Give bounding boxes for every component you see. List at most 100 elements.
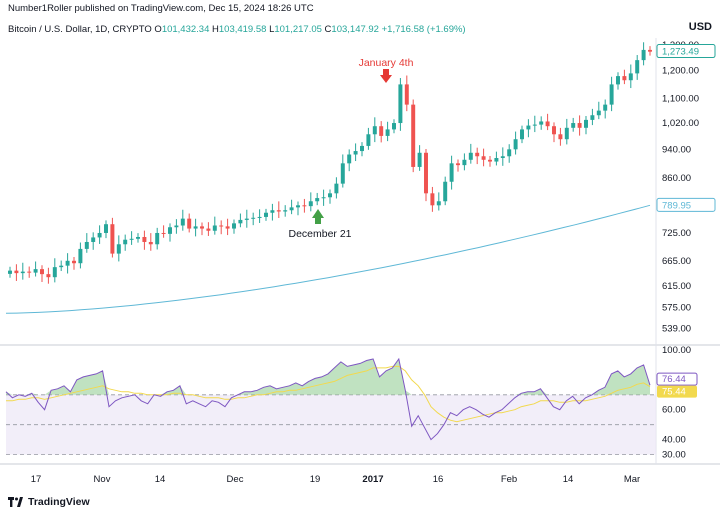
- price-axis-tick: 575.00: [662, 303, 691, 314]
- candle-body: [577, 123, 582, 128]
- candle-body: [52, 267, 57, 278]
- candle-body: [513, 139, 518, 150]
- rsi-axis-tick: 100.00: [662, 345, 691, 356]
- candle-body: [475, 152, 480, 157]
- candle-body: [590, 115, 595, 120]
- candle-body: [264, 212, 268, 217]
- candle-body: [104, 224, 108, 233]
- candle-body: [379, 126, 384, 136]
- rsi-overbought-fill: [6, 359, 650, 395]
- open-label: O: [154, 24, 162, 35]
- candle-body: [494, 158, 499, 162]
- candle-body: [296, 205, 300, 208]
- candle-body: [449, 163, 454, 182]
- candle-body: [366, 134, 371, 146]
- candle-body: [161, 232, 166, 234]
- candle-body: [340, 163, 345, 184]
- red-down-arrow-icon: [380, 69, 392, 83]
- candle-body: [200, 226, 204, 229]
- candle-body: [468, 152, 473, 160]
- time-axis-tick: 2017: [362, 474, 383, 485]
- symbol-label: Bitcoin / U.S. Dollar, 1D, CRYPTO: [8, 24, 152, 35]
- candle-body: [417, 152, 422, 167]
- moving-average-line: [5, 204, 651, 314]
- candle-body: [635, 60, 640, 74]
- green-up-arrow-icon: [312, 209, 324, 224]
- candle-body: [91, 237, 96, 242]
- candle-body: [372, 126, 377, 135]
- candle-body: [84, 241, 89, 249]
- candle-body: [488, 159, 492, 162]
- tradingview-logo: TradingView: [8, 496, 90, 508]
- time-axis-tick: Dec: [227, 474, 244, 485]
- candle-body: [8, 270, 12, 274]
- candle-body: [456, 163, 460, 166]
- candle-body: [571, 123, 576, 128]
- candle-body: [123, 239, 128, 245]
- candle-body: [500, 156, 505, 159]
- ohlc-legend: Bitcoin / U.S. Dollar, 1D, CRYPTO O101,4…: [8, 24, 466, 35]
- candle-body: [27, 271, 32, 273]
- annotation-december-21: December 21: [288, 228, 351, 240]
- low-value: 101,217.05: [274, 24, 322, 35]
- candle-body: [532, 124, 537, 126]
- tradingview-brand: TradingView: [28, 496, 90, 508]
- candle-body: [257, 216, 262, 218]
- candle-body: [14, 270, 19, 274]
- candle-body: [308, 201, 313, 207]
- rsi-value-tag: [656, 372, 698, 386]
- candle-body: [609, 84, 614, 105]
- time-axis-tick: Nov: [94, 474, 111, 485]
- candle-body: [545, 121, 550, 127]
- time-axis-tick: 14: [563, 474, 574, 485]
- candle-body: [168, 227, 172, 234]
- candle-body: [251, 217, 256, 219]
- candle-body: [520, 129, 524, 140]
- candle-body: [148, 241, 153, 245]
- candle-body: [110, 224, 115, 254]
- candle-body: [622, 76, 627, 81]
- time-axis-tick: Feb: [501, 474, 517, 485]
- candle-body: [59, 265, 64, 268]
- candle-body: [628, 73, 633, 81]
- candle-body: [97, 232, 102, 238]
- candle-body: [136, 236, 140, 239]
- candle-body: [328, 193, 332, 198]
- candle-body: [270, 210, 275, 213]
- close-label: C: [324, 24, 332, 35]
- candle-body: [353, 151, 358, 155]
- candle-body: [584, 119, 588, 128]
- annotation-january-4th: January 4th: [359, 57, 414, 69]
- candle-body: [276, 210, 281, 212]
- candle-body: [212, 225, 217, 231]
- candle-body: [238, 219, 243, 224]
- candle-body: [283, 210, 288, 212]
- candle-body: [78, 248, 83, 264]
- price-axis-tick: 940.00: [662, 144, 691, 155]
- rsi-line: [5, 357, 651, 441]
- candle-body: [398, 84, 403, 124]
- candle-body: [193, 226, 198, 229]
- candle-body: [436, 201, 441, 206]
- candle-body: [596, 110, 601, 116]
- candle-body: [187, 218, 192, 229]
- rsi-ma-value-tag: [657, 385, 697, 398]
- candle-body: [180, 218, 185, 226]
- time-axis-tick: Mar: [624, 474, 640, 485]
- candle-body: [526, 125, 531, 130]
- candle-body: [539, 121, 544, 125]
- candle-body: [225, 226, 230, 229]
- candle-body: [564, 127, 569, 140]
- candle-body: [603, 104, 608, 111]
- price-axis-tick: 1,200.00: [662, 66, 699, 77]
- time-axis-tick: 16: [433, 474, 444, 485]
- price-axis-tick: 1,020.00: [662, 118, 699, 129]
- high-label: H: [212, 24, 219, 35]
- candle-body: [174, 225, 179, 228]
- candle-body: [558, 134, 563, 140]
- time-axis-tick: 14: [155, 474, 166, 485]
- candle-body: [206, 228, 211, 231]
- candle-body: [321, 197, 326, 199]
- candle-body: [155, 232, 160, 245]
